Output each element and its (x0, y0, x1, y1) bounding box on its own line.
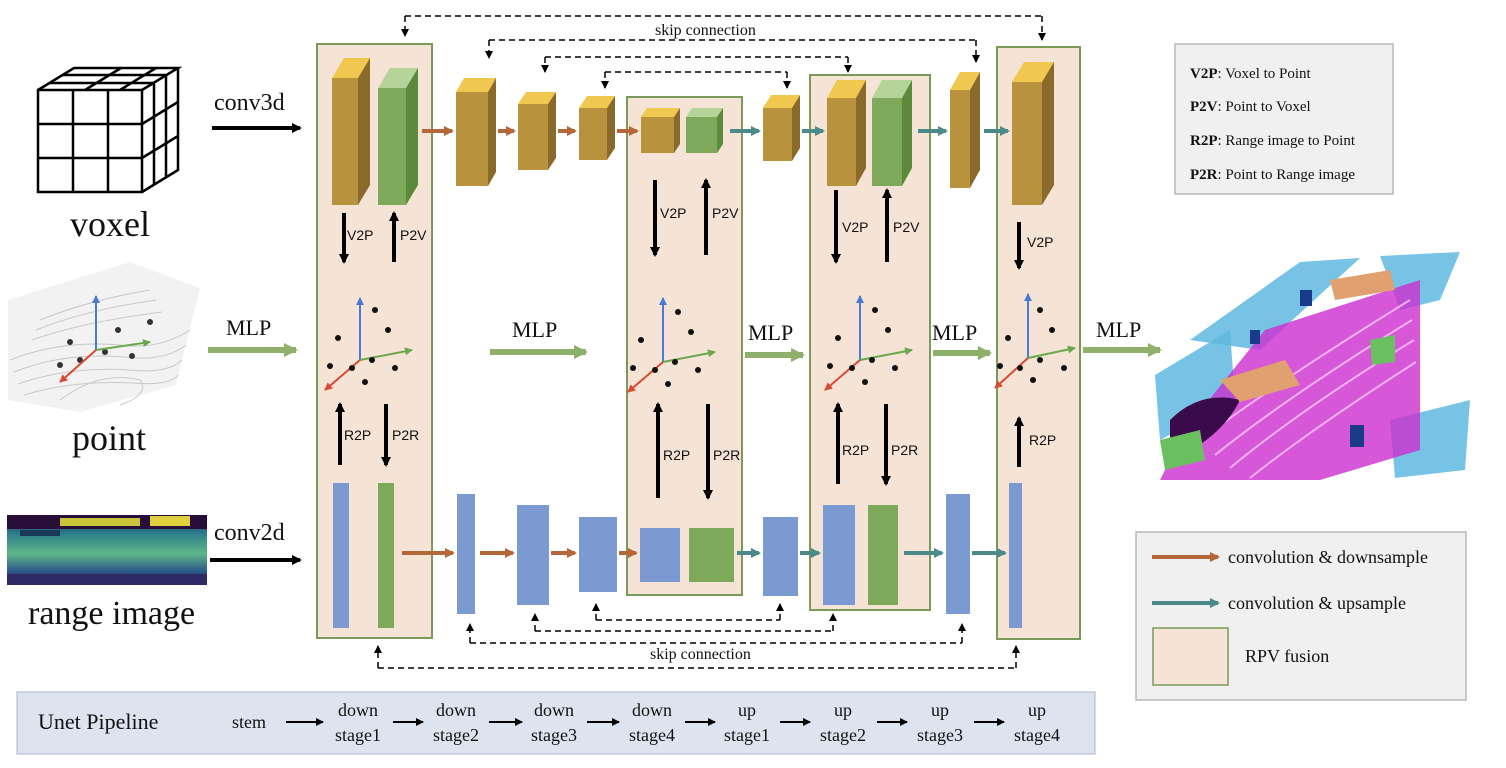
v2p-label-2: V2P (660, 205, 686, 221)
abbreviation-legend (1174, 43, 1394, 195)
mlp-label-4: MLP (1096, 317, 1141, 342)
svg-text:down: down (436, 700, 476, 720)
svg-text:stage2: stage2 (820, 725, 866, 745)
point-axes-1 (324, 297, 413, 391)
p2r-label-3: P2R (891, 442, 918, 458)
voxel-blocks (332, 58, 1054, 205)
p2r-label-1: P2R (392, 427, 419, 443)
fusion-2-arrows (650, 178, 713, 500)
svg-text:down: down (534, 700, 574, 720)
svg-text:stage1: stage1 (724, 725, 770, 745)
svg-text:down: down (632, 700, 672, 720)
pipeline-stage-up3: up stage3 (917, 700, 963, 745)
segmented-point-cloud-image (1150, 250, 1475, 480)
bottom-skip-connection-label: skip connection (650, 646, 751, 663)
point-axes-4 (994, 293, 1076, 389)
pipeline-stage-down2: down stage2 (433, 700, 479, 745)
svg-text:stage3: stage3 (531, 725, 577, 745)
point-cloud-image (8, 262, 200, 412)
legend-p2v: P2V: Point to Voxel (1190, 99, 1311, 115)
range-image-label: range image (28, 595, 195, 632)
fusion-3-arrows (831, 188, 892, 486)
v2p-label-4: V2P (1027, 234, 1053, 250)
p2v-label-2: P2V (712, 205, 739, 221)
legend-v2p: V2P: Voxel to Point (1190, 66, 1312, 82)
mlp-label-1: MLP (512, 317, 557, 342)
p2r-label-2: P2R (713, 447, 740, 463)
svg-text:up: up (931, 700, 949, 720)
svg-text:stage4: stage4 (1014, 725, 1060, 745)
bottom-skip-connections (374, 603, 1020, 669)
svg-text:down: down (338, 700, 378, 720)
pipeline-stage-down4: down stage4 (629, 700, 675, 745)
pipeline-stage-up2: up stage2 (820, 700, 866, 745)
range-blocks (333, 483, 1022, 628)
r2p-label-1: R2P (344, 427, 371, 443)
pipeline-stage-up1: up stage1 (724, 700, 770, 745)
svg-text:up: up (1028, 700, 1046, 720)
conv3d-label: conv3d (214, 90, 285, 116)
pipeline-bar (16, 691, 1096, 755)
mlp-arrows (490, 343, 1162, 362)
svg-text:stage3: stage3 (917, 725, 963, 745)
pipeline-stem: stem (232, 712, 266, 732)
mlp-input-label: MLP (226, 315, 271, 340)
r2p-label-4: R2P (1029, 432, 1056, 448)
mlp-label-2: MLP (748, 320, 793, 345)
fusion-box-2 (626, 96, 743, 596)
mlp-label-3: MLP (932, 320, 977, 345)
point-label: point (72, 418, 146, 458)
r2p-label-2: R2P (663, 447, 690, 463)
point-axes-3 (824, 295, 913, 391)
p2v-label-3: P2V (893, 219, 920, 235)
svg-text:stage1: stage1 (335, 725, 381, 745)
v2p-label-1: V2P (347, 227, 373, 243)
conv2d-label: conv2d (214, 520, 285, 546)
legend-r2p: R2P: Range image to Point (1190, 133, 1356, 149)
pipeline-stage-down3: down stage3 (531, 700, 577, 745)
p2v-label-1: P2V (400, 227, 427, 243)
v2p-label-3: V2P (842, 219, 868, 235)
svg-text:stage4: stage4 (629, 725, 675, 745)
legend-rpv-swatch (1152, 627, 1229, 686)
pipeline-stage-up4: up stage4 (1014, 700, 1060, 745)
pipeline-stage-down1: down stage1 (335, 700, 381, 745)
fusion-1-arrows (335, 211, 399, 467)
legend-conv-up-label: convolution & upsample (1228, 593, 1406, 613)
point-axes-2 (627, 297, 716, 393)
legend-conv-down-label: convolution & downsample (1228, 547, 1428, 567)
top-skip-connections (401, 15, 1046, 89)
pipeline-title: Unet Pipeline (38, 709, 158, 734)
legend-rpv-label: RPV fusion (1245, 646, 1329, 666)
r2p-label-3: R2P (842, 442, 869, 458)
legend-p2r: P2R: Point to Range image (1190, 167, 1355, 183)
svg-text:up: up (834, 700, 852, 720)
voxel-grid-icon (36, 66, 183, 194)
svg-text:up: up (738, 700, 756, 720)
range-image-thumbnail (7, 515, 207, 585)
top-skip-connection-label: skip connection (655, 22, 756, 39)
voxel-label: voxel (70, 204, 150, 244)
svg-text:stage2: stage2 (433, 725, 479, 745)
